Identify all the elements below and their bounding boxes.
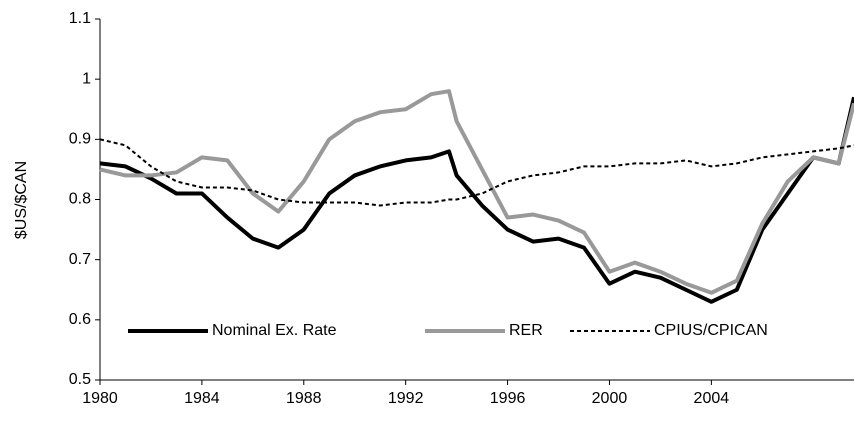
y-tick-label: 0.9: [69, 131, 91, 148]
y-tick-label: 0.5: [69, 371, 91, 388]
x-tick-label: 1992: [388, 390, 424, 407]
legend-label: CPIUS/CPICAN: [654, 322, 768, 339]
y-tick-label: 1.1: [69, 10, 91, 27]
y-tick-label: 0.8: [69, 191, 91, 208]
y-axis-label: $US/$CAN: [13, 161, 30, 239]
y-tick-label: 1: [82, 70, 91, 87]
series-line: [99, 89, 854, 295]
x-tick-label: 2000: [592, 390, 628, 407]
legend-label: RER: [509, 322, 543, 339]
series-line: [99, 96, 854, 304]
y-tick-label: 0.7: [69, 251, 91, 268]
legend-label: Nominal Ex. Rate: [212, 322, 337, 339]
x-tick-label: 1984: [184, 390, 220, 407]
x-tick-label: 1988: [286, 390, 322, 407]
series-line: [99, 138, 854, 207]
x-tick-label: 1980: [82, 390, 118, 407]
y-tick-label: 0.6: [69, 311, 91, 328]
x-tick-label: 2004: [694, 390, 730, 407]
x-tick-label: 1996: [490, 390, 526, 407]
